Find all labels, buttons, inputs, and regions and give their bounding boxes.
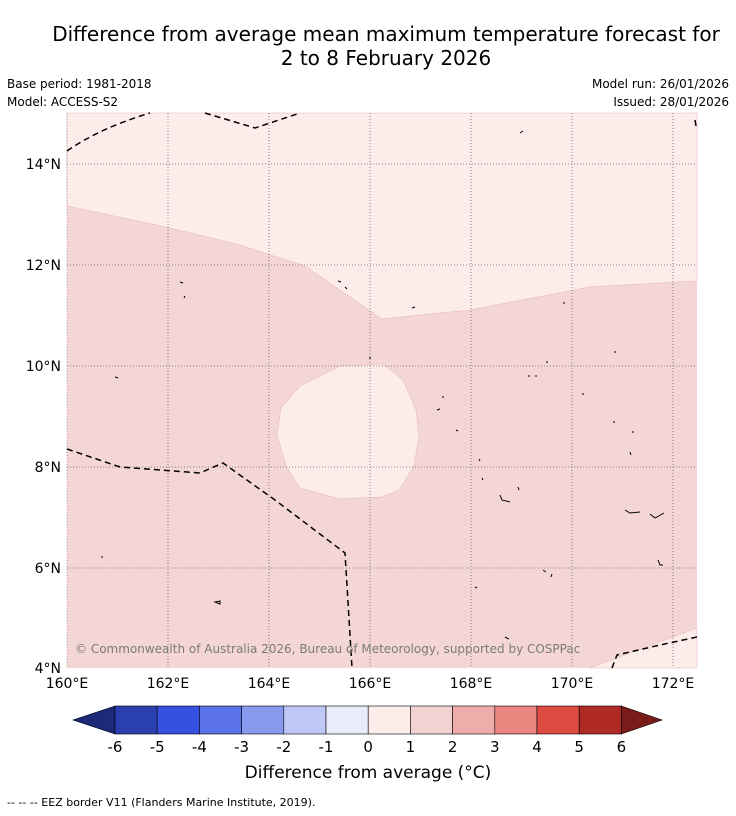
- lon-label: 170°E: [551, 676, 594, 692]
- lat-label: 4°N: [35, 661, 61, 677]
- lon-label: 172°E: [652, 676, 695, 692]
- latitude-labels: 14°N 12°N 10°N 8°N 6°N 4°N: [26, 157, 61, 677]
- colorbar-swatch: [410, 705, 453, 735]
- lat-label: 8°N: [35, 460, 61, 476]
- model-name: Model: ACCESS-S2: [7, 95, 119, 109]
- colorbar-tick-label: -6: [108, 738, 123, 756]
- lat-label: 14°N: [26, 157, 61, 173]
- colorbar-swatch: [241, 705, 285, 735]
- lat-label: 10°N: [26, 359, 61, 375]
- colorbar-tick-label: 4: [532, 738, 542, 756]
- colorbar-tick-label: -4: [192, 738, 207, 756]
- colorbar-tick-label: 0: [363, 738, 373, 756]
- map-title: Difference from average mean maximum tem…: [0, 22, 736, 70]
- longitude-labels: 160°E 162°E 164°E 166°E 168°E 170°E 172°…: [46, 676, 695, 692]
- lon-label: 162°E: [147, 676, 190, 692]
- colorbar-swatch: [199, 705, 242, 735]
- colorbar: -6 -5 -4 -3 -2 -1 0 1 2 3 4 5 6: [72, 705, 663, 756]
- colorbar-swatch: [494, 705, 538, 735]
- lon-label: 164°E: [248, 676, 291, 692]
- title-line-2: 2 to 8 February 2026: [280, 46, 492, 70]
- issued-date: Issued: 28/01/2026: [613, 95, 729, 109]
- colorbar-swatch: [452, 705, 496, 735]
- lon-label: 168°E: [450, 676, 493, 692]
- title-line-1: Difference from average mean maximum tem…: [52, 22, 720, 46]
- colorbar-title: Difference from average (°C): [244, 763, 492, 783]
- meta-left: Base period: 1981-2018 Model: ACCESS-S2: [7, 75, 152, 111]
- gridlines: [67, 113, 697, 668]
- colorbar-tick-label: -2: [276, 738, 291, 756]
- colorbar-tick-label: -1: [319, 738, 334, 756]
- colorbar-extend-low: [72, 705, 116, 735]
- colorbar-extend-high: [621, 705, 663, 735]
- warm-anomaly-region-southeast: [589, 627, 698, 669]
- map: © Commonwealth of Australia 2026, Bureau…: [26, 112, 698, 756]
- lat-label: 12°N: [26, 258, 61, 274]
- base-period: Base period: 1981-2018: [7, 77, 152, 91]
- model-run: Model run: 26/01/2026: [591, 77, 729, 91]
- colorbar-swatch: [367, 705, 411, 735]
- lon-label: 166°E: [349, 676, 392, 692]
- eez-borders: [66, 112, 698, 669]
- colorbar-swatch: [578, 705, 622, 735]
- eez-legend-note: -- -- -- EEZ border V11 (Flanders Marine…: [7, 796, 316, 809]
- warm-anomaly-region-central: [276, 363, 420, 500]
- colorbar-tick-label: 5: [574, 738, 584, 756]
- colorbar-swatch: [325, 705, 369, 735]
- colorbar-tick-label: 2: [448, 738, 458, 756]
- copyright-text: © Commonwealth of Australia 2026, Bureau…: [75, 642, 580, 656]
- warm-anomaly-region-north: [66, 112, 698, 320]
- islands: [101, 130, 665, 640]
- colorbar-tick-label: 1: [406, 738, 416, 756]
- lon-label: 160°E: [46, 676, 89, 692]
- colorbar-tick-label: -5: [150, 738, 165, 756]
- meta-right: Model run: 26/01/2026 Issued: 28/01/2026: [592, 75, 729, 111]
- colorbar-swatch: [156, 705, 200, 735]
- colorbar-tick-label: -3: [234, 738, 249, 756]
- colorbar-swatch: [283, 705, 327, 735]
- colorbar-swatch: [536, 705, 580, 735]
- colorbar-swatch: [114, 705, 158, 735]
- lat-label: 6°N: [35, 561, 61, 577]
- colorbar-tick-label: 3: [490, 738, 500, 756]
- colorbar-tick-label: 6: [617, 738, 627, 756]
